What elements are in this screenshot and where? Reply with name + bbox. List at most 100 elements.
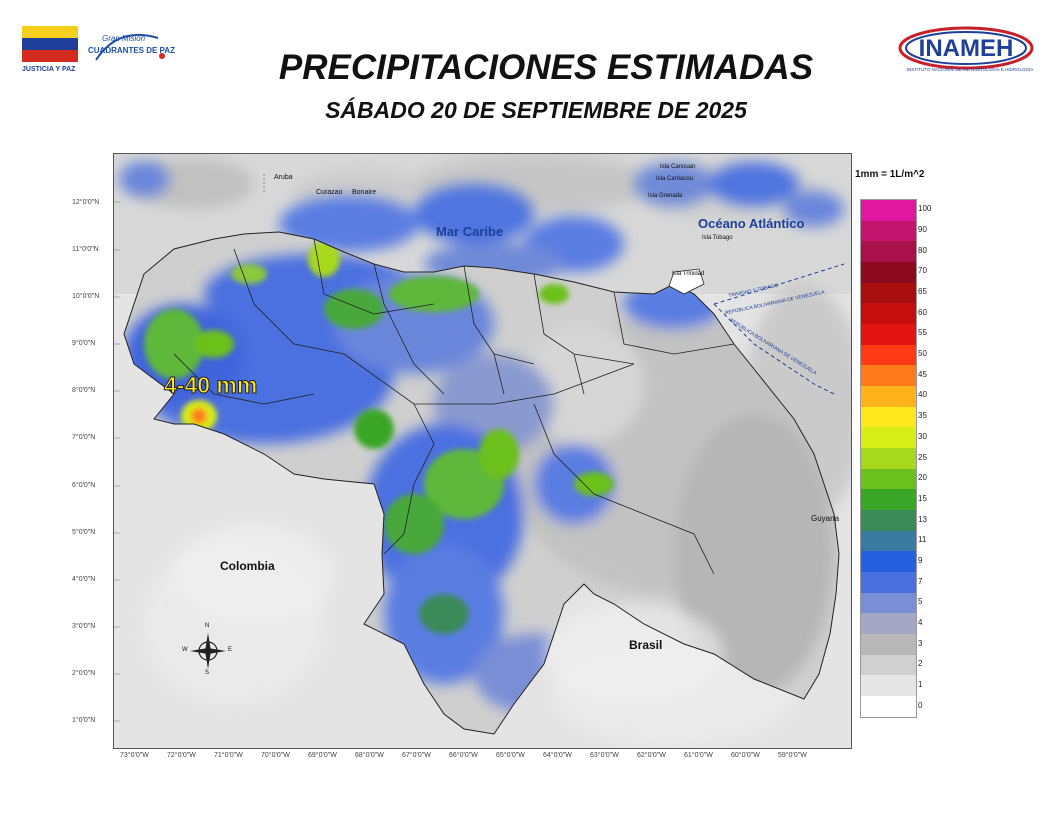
lon-label: 72°0'0"W [167,752,196,759]
lat-label: 5°0'0"N [72,529,96,536]
precipitation-legend [860,199,917,718]
inameh-logo: INAMEH INSTITUTO NACIONAL DE METEOROLOGÍ… [898,24,1038,76]
legend-label: 50 [918,349,927,359]
legend-swatch [861,696,916,717]
canouan-label: Isla Canouan [660,164,696,170]
lon-label: 64°0'0"W [543,752,572,759]
page-title: PRECIPITACIONES ESTIMADAS [278,48,814,87]
curazao-label: Curazao [316,189,343,196]
precipitation-map: Mar Caribe Océano Atlántico Colombia Bra… [113,153,852,749]
legend-swatch [861,241,916,263]
legend-swatch [861,303,916,325]
carriacou-label: Isla Carriacou [656,176,694,182]
legend-label: 13 [918,514,927,524]
lat-label: 1°0'0"N [72,717,96,724]
guyana-label: Guyana [811,514,840,523]
lon-label: 68°0'0"W [355,752,384,759]
lat-label: 9°0'0"N [72,340,96,347]
tobago-label: Isla Tobago [702,235,733,241]
lon-label: 73°0'0"W [120,752,149,759]
colombia-label: Colombia [220,559,275,573]
legend-swatch [861,427,916,449]
legend-label: 15 [918,493,927,503]
legend-swatch [861,613,916,635]
lat-label: 12°0'0"N [72,199,100,206]
legend-swatch [861,634,916,655]
inameh-text: INAMEH [919,35,1014,62]
legend-label: 4 [918,617,923,627]
mar-caribe-label: Mar Caribe [436,224,504,239]
legend-label: 3 [918,638,923,648]
legend-swatch [861,324,916,345]
legend-label: 11 [918,535,927,545]
legend-swatch [861,344,916,366]
aruba-label: Aruba [274,174,293,181]
cuadrantes-text: CUADRANTES DE PAZ [88,46,175,55]
lon-label: 60°0'0"W [731,752,760,759]
legend-swatch [861,448,916,469]
legend-swatch [861,551,916,573]
legend-swatch [861,592,916,614]
legend-label: 35 [918,411,927,421]
legend-label: 45 [918,369,927,379]
gran-mision-text: Gran Misión [102,34,146,43]
legend-label: 0 [918,700,923,710]
legend-label: 65 [918,287,927,297]
brasil-label: Brasil [629,638,663,652]
legend-swatch [861,406,916,428]
legend-swatch [861,489,916,511]
lat-label: 8°0'0"N [72,387,96,394]
legend-label: 90 [918,225,927,235]
cuadrantes-de-paz-logo: Gran Misión CUADRANTES DE PAZ [88,30,192,70]
legend-label: 55 [918,328,927,338]
legend-label: 80 [918,245,927,255]
page-subtitle: SÁBADO 20 DE SEPTIEMBRE DE 2025 [325,97,747,123]
legend-swatch [861,262,916,283]
lat-label: 7°0'0"N [72,434,96,441]
lat-label: 4°0'0"N [72,576,96,583]
justicia-y-paz-logo: JUSTICIA Y PAZ Gran Misión CUADRANTES DE… [22,26,192,78]
compass-n: N [205,623,210,629]
compass-w: W [182,647,188,653]
lon-label: 65°0'0"W [496,752,525,759]
inameh-subtext: INSTITUTO NACIONAL DE METEOROLOGÍA E HID… [907,66,1034,72]
legend-label: 1 [918,679,923,689]
lon-label: 63°0'0"W [590,752,619,759]
lat-label: 11°0'0"N [72,246,99,253]
trinidad-label: Isla Trinidad [672,271,705,277]
compass-e: E [228,647,233,653]
bonaire-label: Bonaire [352,189,377,196]
legend-swatch [861,365,916,387]
legend-label: 5 [918,597,923,607]
legend-swatch [861,386,916,407]
legend-label: 9 [918,555,923,565]
legend-unit: 1mm = 1L/m^2 [855,169,925,180]
legend-swatch [861,282,916,304]
lon-label: 71°0'0"W [214,752,243,759]
lon-label: 59°0'0"W [778,752,807,759]
legend-swatch [861,200,916,221]
lon-label: 61°0'0"W [684,752,713,759]
venezuela-flag-icon [22,26,78,62]
legend-swatch [861,572,916,593]
lat-label: 10°0'0"N [72,293,100,300]
legend-swatch [861,468,916,490]
legend-label: 40 [918,390,927,400]
compass-s: S [205,670,210,676]
lon-label: 66°0'0"W [449,752,478,759]
legend-label: 7 [918,576,923,586]
legend-swatch [861,220,916,242]
legend-swatch [861,654,916,676]
legend-swatch [861,675,916,697]
legend-swatch [861,510,916,531]
legend-swatch [861,530,916,552]
oceano-atlantico-label: Océano Atlántico [698,216,805,231]
lon-label: 70°0'0"W [261,752,290,759]
lon-label: 62°0'0"W [637,752,666,759]
lat-label: 6°0'0"N [72,482,96,489]
lat-label: 2°0'0"N [72,670,96,677]
legend-label: 25 [918,452,927,462]
lon-label: 67°0'0"W [402,752,431,759]
justicia-y-paz-text: JUSTICIA Y PAZ [22,66,76,73]
compass-rose-icon [190,633,226,669]
